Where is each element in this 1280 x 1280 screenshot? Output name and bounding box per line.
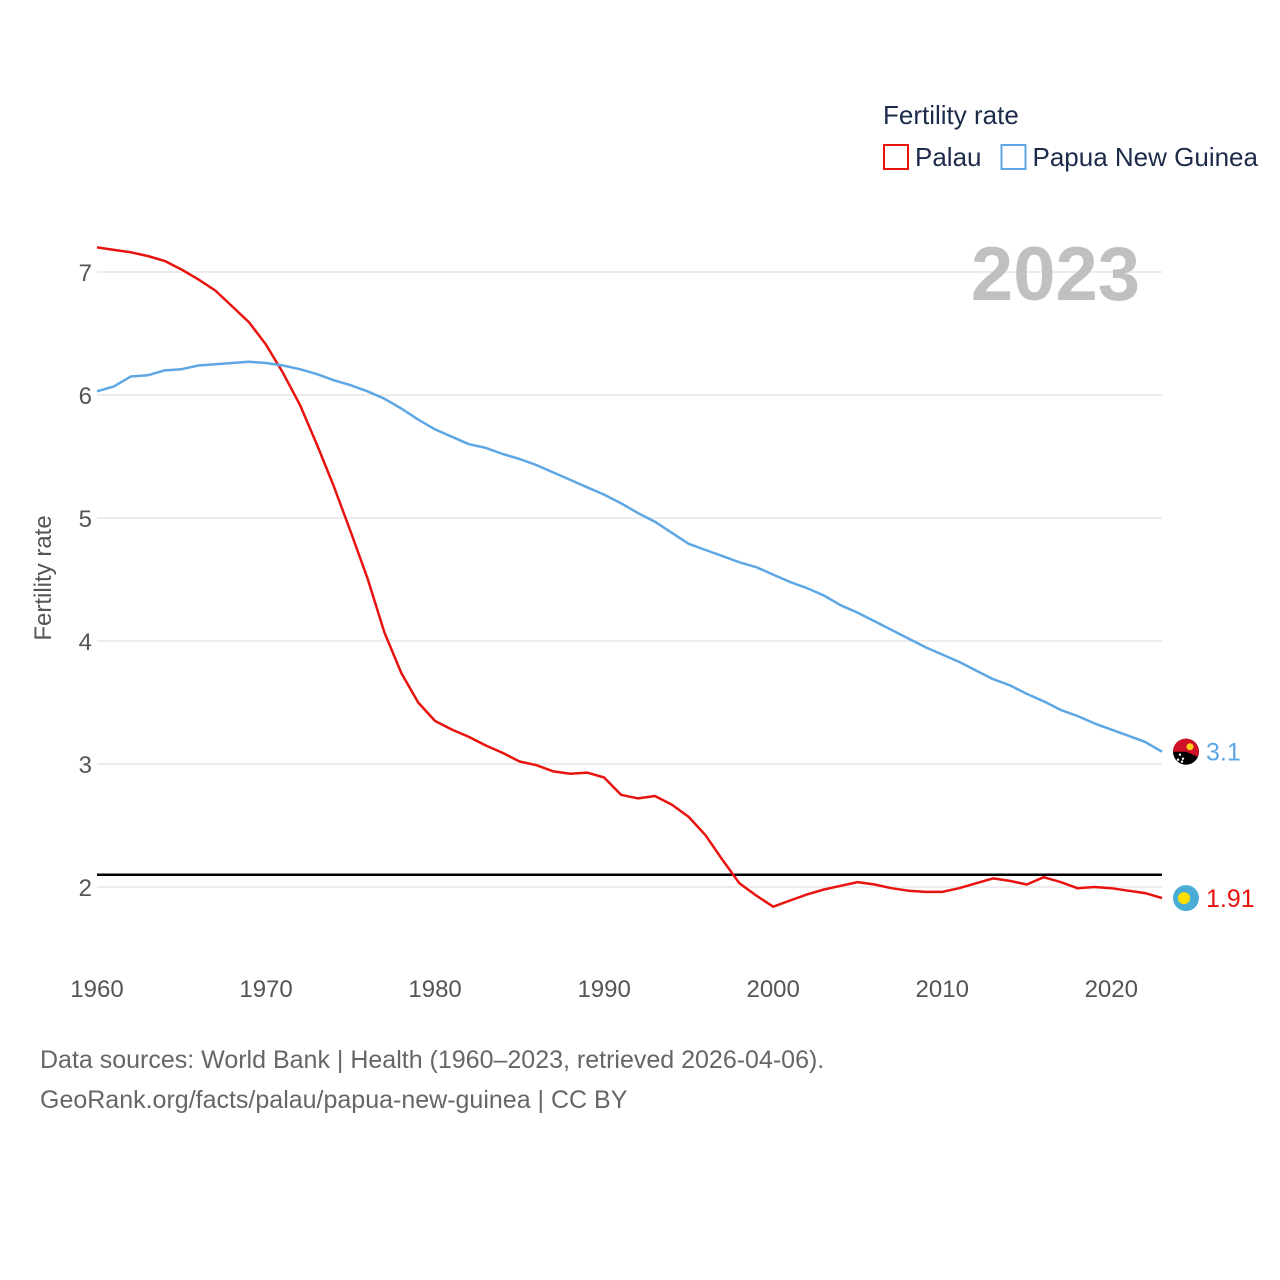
end-label-palau: 1.91: [1206, 885, 1255, 913]
x-tick-label-1980: 1980: [408, 976, 461, 1003]
legend-swatch-papua-new-guinea: [1000, 144, 1027, 170]
x-tick-label-2020: 2020: [1085, 976, 1138, 1003]
legend-item-papua-new-guinea[interactable]: Papua New Guinea: [1000, 142, 1259, 172]
series-end-markers: 1.91 3.1: [1171, 736, 1255, 914]
legend-items: Palau Papua New Guinea: [883, 142, 1259, 172]
y-tick-label-7: 7: [79, 260, 92, 287]
footer-attribution-line: GeoRank.org/facts/palau/papua-new-guinea…: [40, 1086, 628, 1114]
series-line-papua-new-guinea: [96, 360, 1163, 753]
x-axis-ticks: 1960 1970 1980 1990 2000 2010 2020: [70, 976, 1138, 1003]
series-lines: [96, 246, 1163, 908]
palau-flag-icon: [1171, 883, 1201, 914]
y-tick-label-4: 4: [79, 629, 92, 656]
x-tick-label-1970: 1970: [239, 976, 292, 1003]
grid-lines: [97, 271, 1162, 888]
legend-label-papua-new-guinea: Papua New Guinea: [1033, 142, 1259, 172]
y-axis-title: Fertility rate: [30, 515, 57, 640]
x-tick-label-1960: 1960: [70, 976, 123, 1003]
y-axis-ticks: 2 3 4 5 6 7: [79, 260, 92, 902]
papua-new-guinea-flag-icon: [1171, 736, 1201, 767]
footer-source-line: Data sources: World Bank | Health (1960–…: [40, 1046, 825, 1074]
y-tick-label-5: 5: [79, 506, 92, 533]
series-line-palau: [96, 246, 1163, 908]
legend-item-palau[interactable]: Palau: [883, 142, 982, 172]
y-tick-label-2: 2: [79, 875, 92, 902]
legend-title: Fertility rate: [883, 100, 1019, 130]
legend-label-palau: Palau: [915, 142, 982, 172]
x-tick-label-2000: 2000: [746, 976, 799, 1003]
footer: Data sources: World Bank | Health (1960–…: [40, 1040, 824, 1120]
x-tick-label-1990: 1990: [577, 976, 630, 1003]
y-tick-label-3: 3: [79, 752, 92, 779]
y-tick-label-6: 6: [79, 383, 92, 410]
end-label-papua-new-guinea: 3.1: [1206, 739, 1241, 767]
legend: Fertility rate Palau Papua New Guinea: [883, 100, 1259, 172]
x-tick-label-2010: 2010: [916, 976, 969, 1003]
legend-swatch-palau: [883, 144, 909, 170]
year-label: 2023: [971, 232, 1140, 317]
